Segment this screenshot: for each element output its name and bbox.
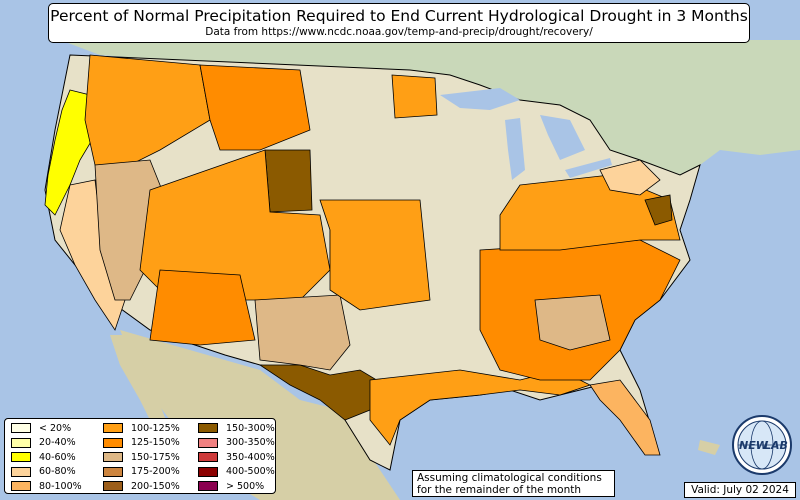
legend-item: 400-500%: [198, 465, 275, 480]
legend-swatch: [103, 466, 123, 477]
legend-label: 150-300%: [226, 422, 275, 434]
florida-peninsula: [589, 379, 661, 456]
region-gulf-orange: [369, 369, 592, 446]
legend-swatch: [198, 466, 218, 477]
region-mn-orange: [391, 74, 438, 119]
legend-label: 350-400%: [226, 451, 275, 463]
drought-regions: [44, 54, 681, 446]
legend-item: 300-350%: [198, 436, 275, 451]
legend-swatch: [198, 423, 218, 434]
legend-label: 100-125%: [131, 422, 180, 434]
legend-item: 200-150%: [103, 479, 180, 494]
legend-item: 40-60%: [11, 450, 82, 465]
legend-label: 125-150%: [131, 437, 180, 449]
legend-column-2: 100-125% 125-150% 150-175% 175-200% 200-150%: [103, 421, 180, 494]
lake-huron: [540, 115, 585, 160]
legend-label: > 500%: [226, 480, 265, 492]
legend-swatch: [103, 452, 123, 463]
note-line-1: Assuming climatological conditions: [417, 472, 602, 484]
legend-item: 80-100%: [11, 479, 82, 494]
valid-date: Valid: July 02 2024: [684, 482, 796, 498]
legend-item: > 500%: [198, 479, 275, 494]
legend-label: 300-350%: [226, 437, 275, 449]
legend-label: 20-40%: [39, 437, 76, 449]
lake-superior: [440, 88, 520, 110]
legend-label: 175-200%: [131, 466, 180, 478]
legend-swatch: [11, 466, 31, 477]
logo-text-left: NEW: [739, 439, 769, 452]
legend-swatch: [11, 423, 31, 434]
legend-column-3: 150-300% 300-350% 350-400% 400-500% > 500%: [198, 421, 275, 494]
legend-item: 175-200%: [103, 465, 180, 480]
legend-label: < 20%: [39, 422, 72, 434]
legend-swatch: [198, 481, 218, 492]
region-wy-brown: [264, 149, 313, 213]
logo-text-right: LAB: [764, 439, 788, 452]
legend-swatch: [103, 437, 123, 448]
legend-item: < 20%: [11, 421, 82, 436]
region-rockies-orange: [199, 64, 311, 151]
legend-swatch: [11, 452, 31, 463]
note-line-2: for the remainder of the month: [417, 484, 582, 496]
legend-swatch: [11, 481, 31, 492]
legend-column-1: < 20% 20-40% 40-60% 60-80% 80-100%: [11, 421, 82, 494]
lake-michigan: [505, 118, 525, 180]
legend-item: 125-150%: [103, 436, 180, 451]
region-fourcorners: [149, 269, 256, 346]
legend-item: 150-300%: [198, 421, 275, 436]
legend-item: 60-80%: [11, 465, 82, 480]
baja-peninsula: [110, 335, 170, 440]
map-subtitle: Data from https://www.ncdc.noaa.gov/temp…: [205, 26, 593, 38]
region-se-tan: [534, 294, 611, 351]
map-title-box: Percent of Normal Precipitation Required…: [48, 3, 750, 43]
region-plains-orange: [319, 199, 431, 311]
globe-logo-icon: NEW LAB: [732, 415, 792, 475]
legend-label: 150-175%: [131, 451, 180, 463]
map-title: Percent of Normal Precipitation Required…: [50, 7, 748, 25]
region-ne-light: [599, 159, 661, 196]
legend-label: 40-60%: [39, 451, 76, 463]
assumption-note: Assuming climatological conditions for t…: [412, 470, 615, 497]
legend-label: 60-80%: [39, 466, 76, 478]
legend-box: < 20% 20-40% 40-60% 60-80% 80-100% 100-125% 1…: [4, 418, 276, 494]
region-nm-tan: [254, 294, 351, 371]
lake-erie: [565, 158, 612, 178]
legend-swatch: [11, 437, 31, 448]
legend-swatch: [103, 481, 123, 492]
legend-swatch: [103, 423, 123, 434]
region-sw-orange: [139, 149, 331, 301]
canada-landmass: [60, 40, 800, 175]
legend-item: 100-125%: [103, 421, 180, 436]
caribbean-islands: [698, 440, 720, 455]
legend-label: 400-500%: [226, 466, 275, 478]
legend-swatch: [198, 452, 218, 463]
legend-item: 350-400%: [198, 450, 275, 465]
legend-item: 20-40%: [11, 436, 82, 451]
legend-label: 200-150%: [131, 480, 180, 492]
legend-label: 80-100%: [39, 480, 82, 492]
legend-item: 150-175%: [103, 450, 180, 465]
mexico-landmass: [120, 330, 400, 500]
region-md-brown: [644, 194, 673, 226]
legend-swatch: [198, 437, 218, 448]
